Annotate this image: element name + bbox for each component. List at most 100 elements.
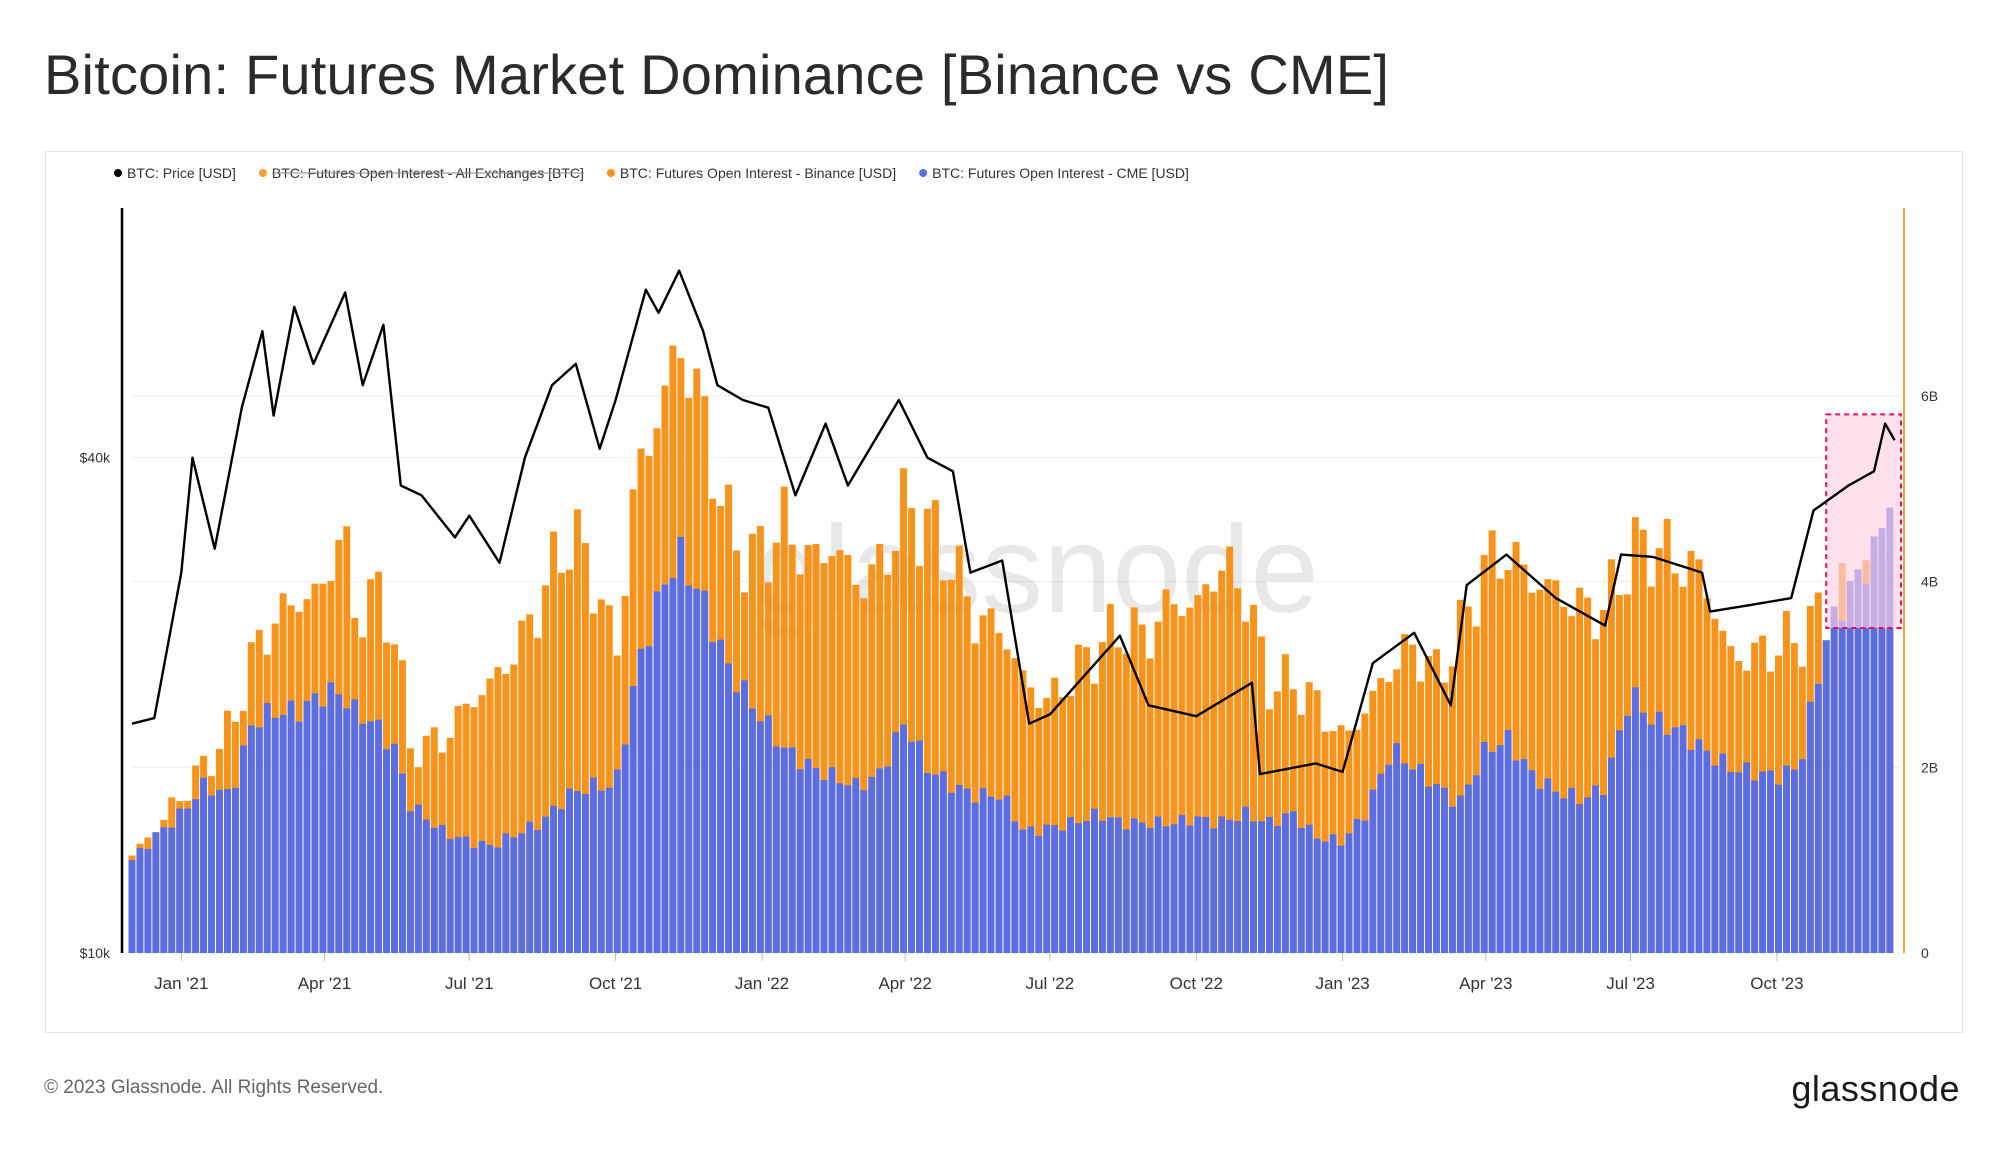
cme-bar <box>152 832 160 953</box>
cme-bar <box>1552 791 1560 953</box>
cme-bar <box>971 802 979 953</box>
cme-bar <box>1814 683 1822 953</box>
binance-bar <box>1027 687 1035 953</box>
right-axis-tick-label: 0 <box>1921 945 1929 961</box>
cme-bar <box>478 840 486 953</box>
cme-bar <box>550 805 558 953</box>
cme-bar <box>645 646 653 953</box>
cme-bar <box>367 721 375 953</box>
cme-bar <box>144 848 152 953</box>
binance-bar <box>836 550 844 953</box>
cme-bar <box>1663 734 1671 953</box>
legend-marker <box>606 169 615 177</box>
cme-bar <box>908 741 915 953</box>
binance-bar <box>1075 644 1083 953</box>
cme-bar <box>1019 829 1027 953</box>
cme-bar <box>406 811 414 953</box>
binance-bar <box>1576 587 1584 953</box>
binance-bar <box>1162 589 1170 953</box>
binance-bar <box>1520 564 1528 953</box>
cme-bar <box>1592 785 1600 953</box>
cme-bar <box>1703 750 1711 953</box>
cme-bar <box>1154 816 1162 953</box>
binance-bar <box>1114 647 1122 953</box>
binance-bar <box>844 555 852 953</box>
binance-bar <box>923 508 931 953</box>
cme-bar <box>1878 528 1886 953</box>
cme-bar <box>526 821 534 953</box>
cme-bar <box>1401 763 1409 953</box>
cme-bar <box>295 721 303 953</box>
cme-bar <box>1512 760 1520 953</box>
cme-bar <box>1568 788 1576 953</box>
binance-bar <box>1281 654 1289 953</box>
binance-bar <box>1258 636 1265 953</box>
x-tick-label: Oct '22 <box>1170 974 1223 993</box>
legend-item[interactable]: BTC: Price [USD] <box>127 165 236 181</box>
binance-bar <box>1600 609 1607 953</box>
cme-bar <box>1146 828 1154 953</box>
cme-bar <box>629 686 637 953</box>
cme-bar <box>1711 765 1719 953</box>
cme-bar <box>597 790 605 953</box>
cme-bar <box>1321 841 1329 953</box>
cme-bar <box>128 860 136 953</box>
right-axis-tick-label: 4B <box>1921 574 1938 590</box>
axes: $10k $40k 0 2B 4B 6B Jan '21 Apr '21 Jul '21 Oct … <box>80 208 1938 993</box>
cme-bar <box>1846 580 1854 953</box>
cme-bar <box>613 769 621 953</box>
cme-bar <box>709 642 717 953</box>
cme-bar <box>414 804 422 953</box>
binance-bar <box>1218 570 1226 953</box>
cme-bar <box>184 808 192 953</box>
legend-item[interactable]: BTC: Futures Open Interest - CME [USD] <box>932 165 1189 181</box>
binance-bar <box>581 543 589 953</box>
cme-bar <box>963 788 971 953</box>
cme-bar <box>1671 727 1679 953</box>
cme-bar <box>383 749 391 953</box>
footer-copyright: © 2023 Glassnode. All Rights Reserved. <box>44 1077 384 1098</box>
binance-bar <box>1305 682 1313 953</box>
cme-bar <box>669 578 677 953</box>
cme-bar <box>1806 701 1814 953</box>
cme-bar <box>1790 769 1798 953</box>
binance-bar <box>1273 691 1281 953</box>
cme-bar <box>1838 620 1846 953</box>
binance-bar <box>1106 604 1114 953</box>
cme-bar <box>939 771 947 953</box>
binance-bar <box>502 673 510 953</box>
cme-bar <box>1258 821 1265 953</box>
cme-bar <box>995 799 1003 953</box>
cme-bar <box>176 808 184 953</box>
cme-bar <box>621 744 629 953</box>
cme-bar <box>430 827 438 953</box>
cme-bar <box>1138 822 1146 953</box>
cme-bar <box>1544 778 1552 953</box>
cme-bar <box>351 699 359 953</box>
cme-bar <box>931 774 939 953</box>
binance-bar <box>963 596 971 953</box>
cme-bar <box>454 837 462 953</box>
cme-bar <box>1289 811 1297 953</box>
x-tick-label: Jan '21 <box>154 974 208 993</box>
highlight-box <box>1825 413 1902 629</box>
binance-bar <box>780 486 788 953</box>
cme-bar <box>1265 817 1273 953</box>
binance-bar <box>979 615 987 953</box>
binance-bar <box>1552 580 1560 953</box>
binance-bar <box>486 678 494 953</box>
cme-bar <box>1202 817 1210 953</box>
cme-bar <box>1059 830 1067 953</box>
cme-bar <box>1743 762 1751 953</box>
glassnode-logo[interactable]: glassnode <box>1791 1068 1960 1109</box>
cme-bar <box>1353 818 1361 953</box>
binance-bar <box>971 643 979 953</box>
legend-item[interactable]: BTC: Futures Open Interest - Binance [US… <box>620 165 896 181</box>
cme-bar <box>1822 640 1830 953</box>
cme-bar <box>581 794 589 953</box>
cme-bar <box>1655 711 1663 953</box>
chart-panel: BTC: Price [USD] BTC: Futures Open Intere… <box>45 151 1963 1033</box>
cme-bar <box>446 839 454 953</box>
binance-bar <box>947 579 955 953</box>
cme-bar <box>1385 764 1393 953</box>
